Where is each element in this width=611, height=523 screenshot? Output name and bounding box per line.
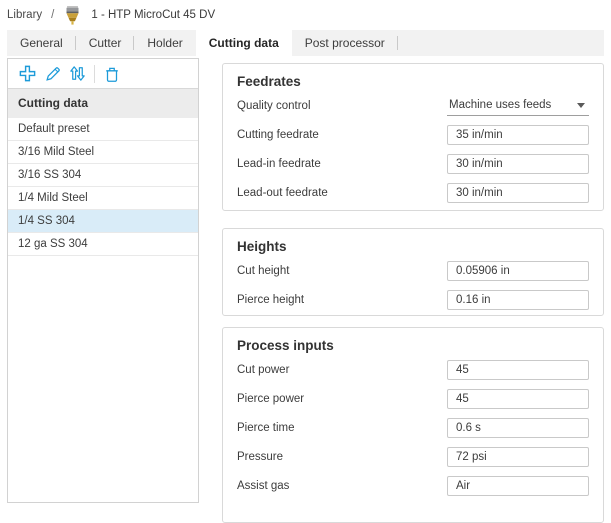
field-assist-gas: Assist gas	[237, 471, 589, 500]
tab-bar: General Cutter Holder Cutting data Post …	[7, 30, 604, 56]
field-label: Quality control	[237, 99, 311, 112]
cutting-feedrate-input[interactable]	[447, 124, 589, 145]
section-feedrates: Feedrates Quality control Machine uses f…	[222, 63, 604, 211]
reorder-arrows-icon	[68, 64, 87, 83]
tab-bar-filler	[398, 30, 604, 56]
lead-out-feedrate-input[interactable]	[447, 182, 589, 203]
delete-preset-button[interactable]	[99, 62, 124, 86]
pierce-time-input[interactable]	[447, 417, 589, 438]
field-label: Cutting feedrate	[237, 128, 319, 141]
field-pierce-height: Pierce height	[237, 285, 589, 314]
tab-post-processor[interactable]: Post processor	[292, 30, 398, 56]
breadcrumb-library-link[interactable]: Library	[7, 9, 43, 21]
field-label: Pierce time	[237, 421, 295, 434]
cutting-data-panel: Cutting data Default preset 3/16 Mild St…	[7, 58, 199, 503]
tool-title: 1 - HTP MicroCut 45 DV	[91, 9, 216, 21]
field-label: Pressure	[237, 450, 284, 463]
cut-height-input[interactable]	[447, 260, 589, 281]
preset-row-14-mild-steel[interactable]: 1/4 Mild Steel	[8, 187, 198, 210]
tab-cutter[interactable]: Cutter	[76, 30, 135, 56]
preset-row-316-ss-304[interactable]: 3/16 SS 304	[8, 164, 198, 187]
preset-row-default[interactable]: Default preset	[8, 118, 198, 141]
field-quality-control: Quality control Machine uses feeds	[237, 91, 589, 120]
reorder-presets-button[interactable]	[65, 62, 90, 86]
field-pierce-time: Pierce time	[237, 413, 589, 442]
pierce-power-input[interactable]	[447, 388, 589, 409]
field-cut-power: Cut power	[237, 355, 589, 384]
field-label: Cut power	[237, 363, 290, 376]
section-process-inputs: Process inputs Cut power Pierce power Pi…	[222, 327, 604, 523]
tab-cutting-data[interactable]: Cutting data	[195, 30, 292, 56]
edit-pencil-icon	[44, 65, 62, 83]
field-label: Assist gas	[237, 479, 290, 492]
field-pierce-power: Pierce power	[237, 384, 589, 413]
field-lead-in-feedrate: Lead-in feedrate	[237, 149, 589, 178]
field-cutting-feedrate: Cutting feedrate	[237, 120, 589, 149]
assist-gas-input[interactable]	[447, 475, 589, 496]
preset-toolbar	[8, 59, 198, 89]
plasma-torch-icon	[63, 5, 82, 26]
section-heights: Heights Cut height Pierce height	[222, 228, 604, 316]
field-pressure: Pressure	[237, 442, 589, 471]
cut-power-input[interactable]	[447, 359, 589, 380]
breadcrumb-separator: /	[51, 9, 55, 21]
section-title: Process inputs	[237, 338, 334, 353]
tab-general[interactable]: General	[7, 30, 76, 56]
preset-row-14-ss-304[interactable]: 1/4 SS 304	[8, 210, 198, 233]
section-title: Feedrates	[237, 74, 301, 89]
field-label: Pierce power	[237, 392, 305, 405]
tab-holder[interactable]: Holder	[147, 36, 183, 50]
breadcrumb: Library / 1 - HTP MicroCut 45 DV	[7, 5, 215, 25]
preset-row-316-mild-steel[interactable]: 3/16 Mild Steel	[8, 141, 198, 164]
edit-preset-button[interactable]	[40, 62, 65, 86]
toolbar-divider	[94, 64, 95, 83]
field-label: Cut height	[237, 264, 290, 277]
pressure-input[interactable]	[447, 446, 589, 467]
delete-trash-icon	[103, 65, 121, 83]
chevron-down-icon	[577, 102, 585, 108]
field-label: Pierce height	[237, 293, 305, 306]
quality-control-dropdown[interactable]: Machine uses feeds	[447, 96, 589, 116]
section-title: Heights	[237, 239, 287, 254]
add-icon	[18, 64, 37, 83]
dropdown-value: Machine uses feeds	[449, 99, 552, 111]
preset-list-header: Cutting data	[8, 89, 198, 118]
pierce-height-input[interactable]	[447, 289, 589, 310]
field-label: Lead-in feedrate	[237, 157, 321, 170]
field-lead-out-feedrate: Lead-out feedrate	[237, 178, 589, 207]
preset-row-12ga-ss-304[interactable]: 12 ga SS 304	[8, 233, 198, 256]
lead-in-feedrate-input[interactable]	[447, 153, 589, 174]
field-cut-height: Cut height	[237, 256, 589, 285]
field-label: Lead-out feedrate	[237, 186, 328, 199]
add-preset-button[interactable]	[15, 62, 40, 86]
